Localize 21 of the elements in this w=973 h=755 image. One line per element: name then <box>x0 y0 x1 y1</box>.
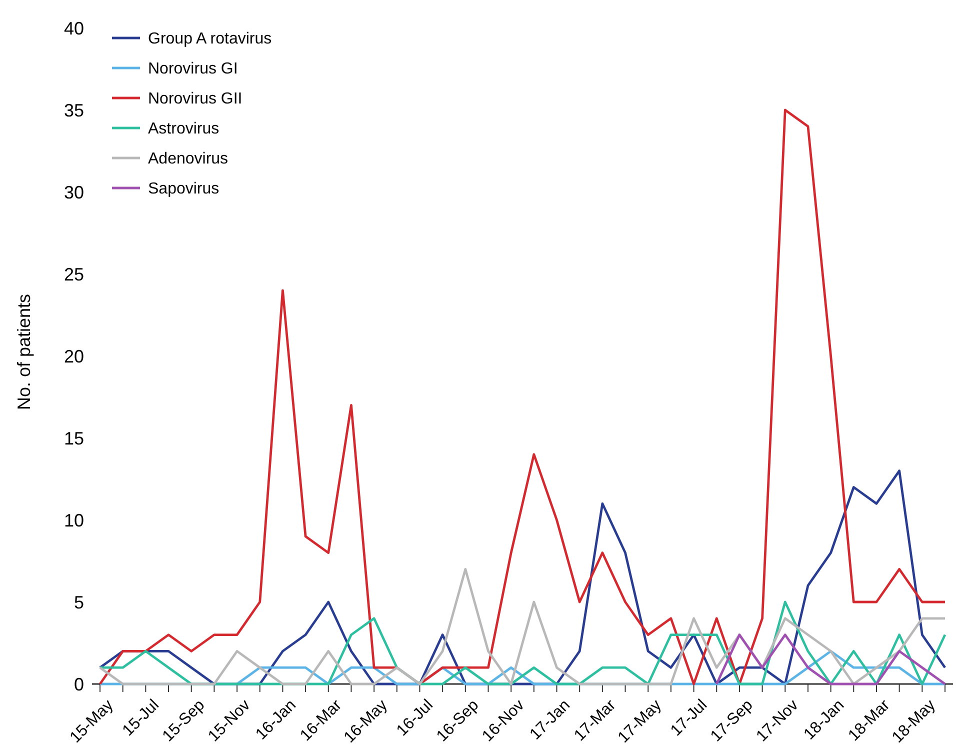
y-axis-title: No. of patients <box>14 294 34 410</box>
y-tick-label: 10 <box>64 510 84 530</box>
legend-label: Astrovirus <box>148 120 220 138</box>
y-tick-label: 30 <box>64 182 84 202</box>
y-tick-label: 20 <box>64 346 84 366</box>
line-series <box>98 600 946 686</box>
y-tick-label: 25 <box>64 264 84 284</box>
y-tick-label: 5 <box>74 592 84 612</box>
y-tick-label: 40 <box>64 18 84 38</box>
legend-label: Norovirus GI <box>148 60 238 78</box>
legend-label: Group A rotavirus <box>148 30 272 48</box>
legend-label: Sapovirus <box>148 180 220 198</box>
legend-label: Norovirus GII <box>148 90 242 108</box>
line-series <box>715 634 946 686</box>
line-series <box>98 568 946 686</box>
line-series <box>98 108 946 686</box>
y-tick-label: 15 <box>64 428 84 448</box>
y-tick-label: 0 <box>74 674 84 694</box>
line-series <box>98 470 946 686</box>
y-tick-label: 35 <box>64 100 84 120</box>
legend-label: Adenovirus <box>148 150 228 168</box>
